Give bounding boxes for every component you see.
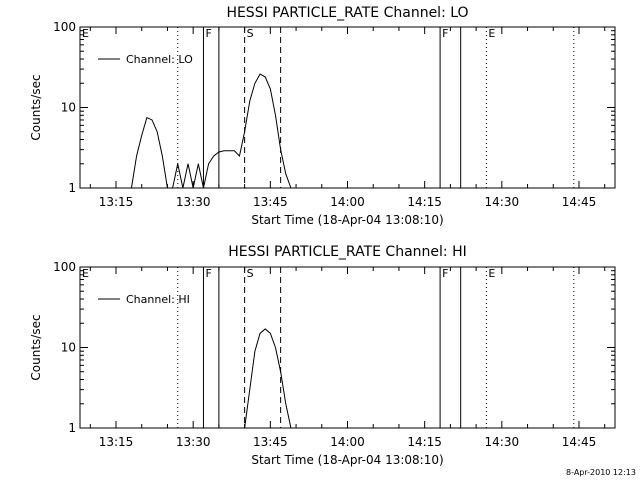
- x-axis-label: Start Time (18-Apr-04 13:08:10): [251, 453, 443, 467]
- annotation-label: S: [247, 267, 254, 280]
- x-tick-label: 14:30: [485, 435, 520, 449]
- annotation-label: E: [82, 27, 89, 40]
- x-tick-label: 13:30: [176, 435, 211, 449]
- y-axis-label: Counts/sec: [29, 74, 43, 140]
- plot-frame: [79, 26, 616, 189]
- y-tick-label: 100: [53, 20, 76, 34]
- x-axis-label: Start Time (18-Apr-04 13:08:10): [251, 213, 443, 227]
- y-tick-label: 1: [68, 421, 76, 435]
- annotation-label: S: [247, 27, 254, 40]
- y-axis-label: Counts/sec: [29, 314, 43, 380]
- y-tick-label: 10: [61, 101, 76, 115]
- legend-entry: Channel: HI: [126, 293, 190, 306]
- x-tick-label: 13:45: [253, 195, 288, 209]
- x-tick-label: 14:15: [407, 195, 442, 209]
- y-tick-label: 1: [68, 181, 76, 195]
- annotation-label: E: [82, 267, 89, 280]
- x-tick-label: 14:45: [562, 195, 597, 209]
- x-tick-label: 13:15: [99, 195, 134, 209]
- x-tick-label: 14:45: [562, 435, 597, 449]
- footer-timestamp: 8-Apr-2010 12:13: [566, 468, 636, 477]
- plot-frame: [79, 266, 616, 429]
- annotation-label: F: [442, 267, 448, 280]
- x-tick-label: 13:30: [176, 195, 211, 209]
- annotation-label: E: [488, 267, 495, 280]
- x-tick-label: 14:15: [407, 435, 442, 449]
- chart-title: HESSI PARTICLE_RATE Channel: LO: [226, 5, 468, 21]
- annotation-label: F: [442, 27, 448, 40]
- series-line-1: [130, 73, 292, 189]
- series-line-1: [244, 328, 292, 429]
- annotation-label: F: [205, 27, 211, 40]
- y-tick-label: 100: [53, 260, 76, 274]
- annotation-label: E: [488, 27, 495, 40]
- x-tick-label: 14:00: [330, 195, 365, 209]
- legend-entry: Channel: LO: [126, 53, 193, 66]
- annotation-label: F: [205, 267, 211, 280]
- x-tick-label: 14:00: [330, 435, 365, 449]
- x-tick-label: 14:30: [485, 195, 520, 209]
- chart-title: HESSI PARTICLE_RATE Channel: HI: [228, 244, 466, 260]
- x-tick-label: 13:15: [99, 435, 134, 449]
- y-tick-label: 10: [61, 341, 76, 355]
- x-tick-label: 13:45: [253, 435, 288, 449]
